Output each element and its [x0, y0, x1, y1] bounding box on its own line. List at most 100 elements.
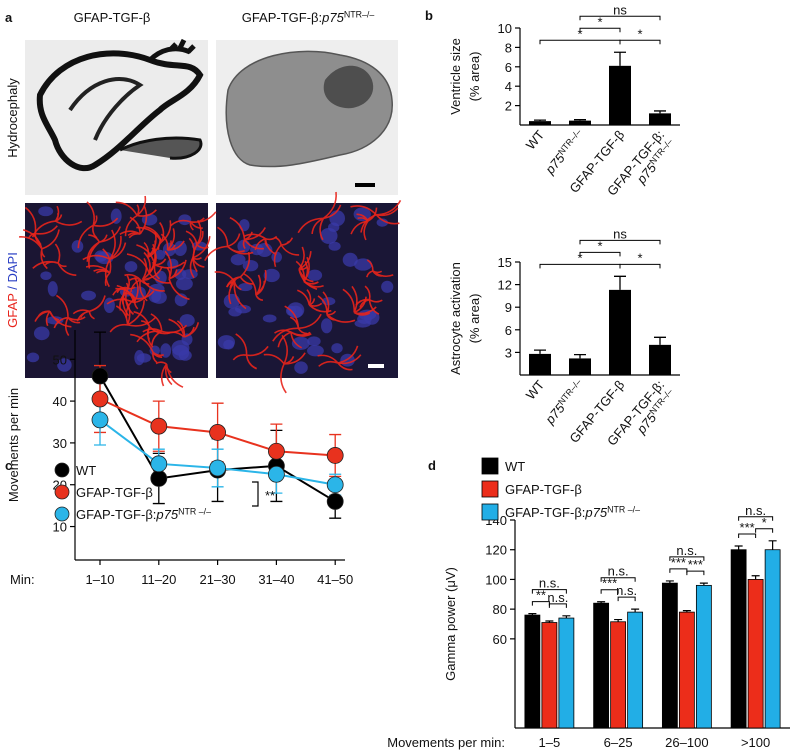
text-part: GFAP-TGF-β: — [505, 505, 585, 520]
significance-bracket — [252, 481, 259, 507]
nucleus — [307, 336, 321, 347]
astrocyte — [119, 205, 148, 239]
y-tick-label: 4 — [505, 79, 512, 94]
x-tick-label: 6–25 — [604, 735, 633, 750]
bar — [609, 289, 631, 375]
significance-label: * — [637, 250, 642, 265]
nucleus — [263, 268, 280, 283]
error-bar — [597, 601, 606, 604]
nucleus — [262, 314, 277, 323]
y-tick-label: 10 — [53, 520, 67, 535]
astrocyte — [160, 228, 185, 251]
astrocyte — [136, 220, 172, 250]
x-tick-label: 1–10 — [86, 572, 115, 587]
bar — [569, 358, 591, 375]
nucleus — [230, 253, 246, 266]
y-tick-label: 50 — [53, 352, 67, 367]
brain-outline — [68, 77, 144, 141]
nucleus — [179, 314, 195, 327]
error-bar — [699, 582, 708, 586]
brain-outline — [36, 50, 204, 172]
significance-bracket — [579, 239, 661, 245]
nucleus — [307, 345, 324, 357]
significance-label: * — [762, 515, 767, 530]
y-tick-label: 3 — [505, 345, 512, 360]
row-label: GFAP / DAPI — [5, 252, 20, 328]
nucleus — [38, 206, 54, 217]
significance-bracket — [579, 15, 661, 21]
y-tick-label: 8 — [505, 40, 512, 55]
significance-bracket — [617, 596, 636, 602]
astrocyte — [214, 271, 247, 310]
bar — [730, 549, 747, 729]
nucleus — [155, 249, 166, 260]
legend-label: GFAP-TGF-β — [505, 482, 582, 497]
x-tick-label: 21–30 — [200, 572, 236, 587]
astrocyte — [133, 311, 171, 348]
astrocyte — [204, 226, 254, 261]
bar — [627, 611, 644, 729]
cerebellum — [323, 65, 374, 109]
legend-label: WT — [76, 463, 96, 478]
bar — [569, 120, 591, 125]
significance-label: *** — [671, 555, 686, 570]
significance-label: n.s. — [539, 576, 560, 591]
astrocyte — [232, 333, 269, 370]
text-part: NTR–/– — [556, 127, 583, 157]
legend-swatch — [481, 457, 499, 475]
error-bar — [665, 580, 674, 584]
x-axis-label: Movements per min: — [387, 735, 505, 750]
astrocyte — [34, 310, 72, 328]
y-tick-label: 100 — [485, 572, 507, 587]
astrocyte — [273, 236, 300, 268]
legend-label: GFAP-TGF-β:p75NTR –/– — [76, 507, 211, 522]
astrocyte — [342, 285, 377, 316]
stain-part: DAPI — [5, 252, 20, 282]
text-part: NTR –/– — [178, 507, 211, 517]
nucleus — [173, 240, 187, 256]
nucleus — [110, 208, 122, 224]
astrocyte — [263, 334, 306, 394]
y-tick-label: 15 — [498, 255, 512, 270]
error-bar — [768, 540, 777, 550]
x-tick-label: 1–5 — [539, 735, 561, 750]
nucleus — [26, 352, 40, 363]
point — [91, 411, 109, 429]
nucleus — [217, 335, 236, 350]
significance-bracket — [619, 39, 661, 45]
error-bar — [574, 354, 586, 359]
astrocyte — [272, 305, 322, 342]
legend-marker — [54, 506, 70, 522]
bar — [764, 549, 781, 729]
panel-letter: d — [428, 458, 436, 473]
y-axis-label: Astrocyte activation — [448, 262, 463, 375]
nucleus — [307, 269, 323, 281]
error-bar — [631, 608, 640, 613]
nucleus — [174, 268, 187, 280]
brain-outline — [148, 38, 196, 62]
nucleus — [33, 326, 50, 341]
astrocyte — [355, 285, 383, 315]
bar — [593, 602, 610, 729]
significance-bracket — [669, 556, 705, 561]
bar — [661, 582, 678, 729]
significance-label: ** — [536, 588, 546, 603]
astrocyte — [229, 216, 267, 250]
astrocyte — [317, 291, 356, 323]
significance-label: n.s. — [608, 564, 629, 579]
significance-bracket — [531, 589, 567, 594]
astrocyte — [185, 219, 209, 273]
significance-bracket — [579, 27, 621, 33]
bar — [558, 617, 575, 729]
astrocyte — [243, 233, 278, 256]
astrocyte — [85, 248, 112, 287]
column-title: GFAP-TGF-β — [74, 10, 151, 25]
text-part: NTR–/– — [556, 377, 583, 407]
legend-swatch — [481, 503, 499, 521]
astrocyte — [31, 205, 83, 238]
astrocyte — [32, 243, 77, 276]
error-bar — [654, 336, 666, 345]
nucleus — [331, 343, 343, 354]
nucleus — [381, 280, 394, 293]
